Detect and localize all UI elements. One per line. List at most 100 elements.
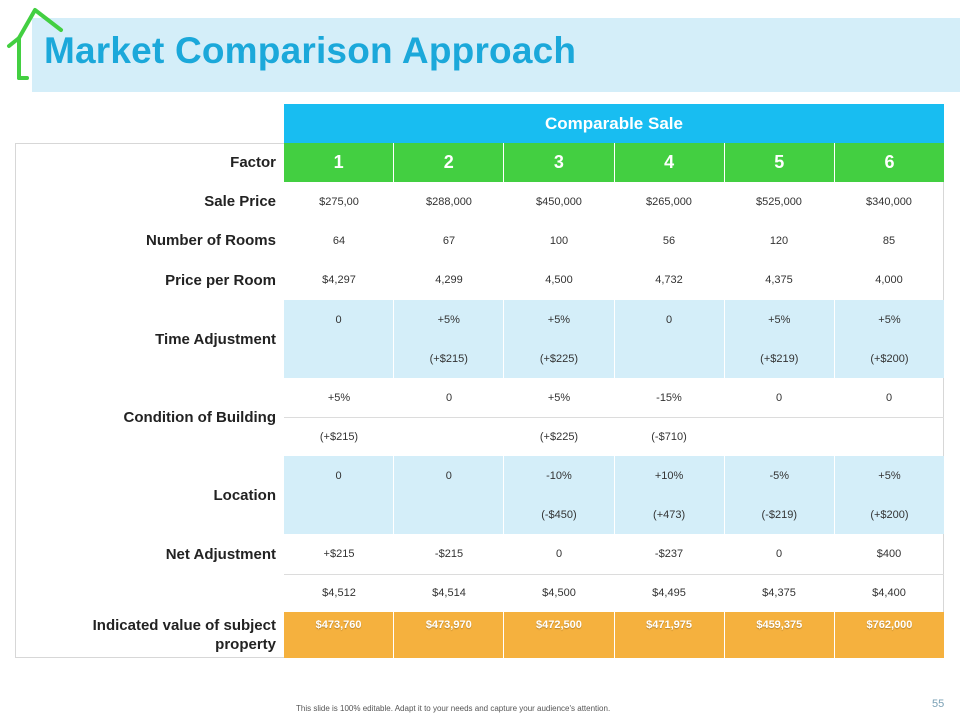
column-number: 5 xyxy=(723,143,834,182)
table-row-indicated-value: $473,760 $473,970 $472,500 $471,975 $459… xyxy=(284,612,944,658)
row-label-condition-of-building: Condition of Building xyxy=(123,408,276,426)
comparable-sale-header: Comparable Sale xyxy=(284,104,944,143)
table-row-net-adjustment: +$215 -$215 0 -$237 0 $400 xyxy=(284,534,944,575)
footer-note: This slide is 100% editable. Adapt it to… xyxy=(296,704,611,713)
row-label-factor: Factor xyxy=(230,154,276,171)
row-label-sale-price: Sale Price xyxy=(204,193,276,210)
table-cell: 4,732 xyxy=(655,274,683,286)
table-cell: $473,970 xyxy=(393,612,503,658)
table-cell: (-$219) xyxy=(723,495,834,534)
table-cell: $473,760 xyxy=(315,619,362,631)
table-cell: $288,000 xyxy=(426,195,472,208)
table-row-time-adjustment-pct: 0 +5% +5% 0 +5% +5% xyxy=(284,300,944,340)
table-cell: $4,375 xyxy=(762,587,796,599)
table-cell: $471,975 xyxy=(613,612,724,658)
table-cell: $4,495 xyxy=(652,587,686,599)
page-number: 55 xyxy=(932,698,945,710)
table-cell xyxy=(613,339,724,378)
table-cell: (+$200) xyxy=(833,495,944,534)
table-cell: $4,400 xyxy=(872,587,906,599)
table-cell: +5% xyxy=(723,300,834,339)
table-row-sale-price: $275,00 $288,000 $450,000 $265,000 $525,… xyxy=(284,182,944,221)
row-label-time-adjustment: Time Adjustment xyxy=(155,330,276,348)
table-cell: $4,514 xyxy=(432,587,466,599)
table-row-time-adjustment-amt: (+$215) (+$225) (+$219) (+$200) xyxy=(284,339,944,378)
column-number: 1 xyxy=(333,152,344,172)
table-cell: 0 xyxy=(335,469,342,482)
table-cell: 0 xyxy=(613,300,724,339)
table-cell: $762,000 xyxy=(833,612,944,658)
table-cell: $459,375 xyxy=(723,612,834,658)
column-number-row: 1 2 3 4 5 6 xyxy=(284,143,944,182)
table-cell xyxy=(393,495,503,534)
table-cell: (-$450) xyxy=(503,495,613,534)
table-cell xyxy=(284,495,393,534)
table-cell: 0 xyxy=(885,391,893,404)
table-cell: $4,512 xyxy=(322,587,356,599)
row-label-net-adjustment: Net Adjustment xyxy=(165,545,276,563)
table-cell: 0 xyxy=(555,548,563,560)
table-cell: $4,500 xyxy=(542,587,576,599)
table-cell: -5% xyxy=(723,456,834,495)
table-row-condition-amt: (+$215) (+$225) (-$710) xyxy=(284,417,944,456)
table-cell: (+473) xyxy=(613,495,724,534)
row-label-price-per-room: Price per Room xyxy=(165,271,276,289)
table-cell: 85 xyxy=(882,234,896,247)
table-row-number-of-rooms: 64 67 100 56 120 85 xyxy=(284,221,944,260)
table-cell: 56 xyxy=(662,234,676,247)
table-cell: +5% xyxy=(393,300,503,339)
table-cell: 4,000 xyxy=(875,274,903,286)
table-cell: $4,297 xyxy=(322,274,356,286)
table-cell: 64 xyxy=(332,234,346,247)
table-cell xyxy=(284,339,393,378)
table-cell: 4,299 xyxy=(435,274,463,286)
table-cell: -$237 xyxy=(654,548,684,560)
table-cell: (+$219) xyxy=(723,339,834,378)
table-cell: +5% xyxy=(327,391,351,404)
table-row-adjusted-price-per-room: $4,512 $4,514 $4,500 $4,495 $4,375 $4,40… xyxy=(284,574,944,612)
house-icon xyxy=(7,8,63,80)
table-cell: 0 xyxy=(393,456,503,495)
table-cell: +5% xyxy=(833,300,944,339)
column-number: 3 xyxy=(503,143,613,182)
table-cell: -10% xyxy=(503,456,613,495)
table-cell: +$215 xyxy=(323,548,355,560)
table-cell: $265,000 xyxy=(646,195,692,208)
table-cell: (+$225) xyxy=(539,430,579,443)
title-band xyxy=(32,18,960,92)
table-cell: +5% xyxy=(833,456,944,495)
table-cell xyxy=(394,417,504,456)
table-cell: 120 xyxy=(769,234,789,247)
table-cell: +5% xyxy=(547,391,571,404)
table-cell xyxy=(834,417,944,456)
table-cell: 0 xyxy=(775,391,783,404)
row-label-indicated-value: Indicated value of subject property xyxy=(92,617,276,653)
row-label-location: Location xyxy=(213,486,277,504)
table-cell: $275,00 xyxy=(319,195,359,208)
table-cell: 0 xyxy=(775,548,783,560)
table-cell: (+$215) xyxy=(393,339,503,378)
table-cell: $340,000 xyxy=(866,195,912,208)
table-cell: -15% xyxy=(656,391,682,404)
table-cell: 0 xyxy=(445,391,453,404)
table-cell: +5% xyxy=(503,300,613,339)
table-cell: $450,000 xyxy=(536,195,582,208)
table-row-price-per-room: $4,297 4,299 4,500 4,732 4,375 4,000 xyxy=(284,260,944,300)
table-row-location-amt: (-$450) (+473) (-$219) (+$200) xyxy=(284,495,944,534)
table-cell: 100 xyxy=(549,234,569,247)
row-label-number-of-rooms: Number of Rooms xyxy=(145,232,276,249)
table-cell: (+$200) xyxy=(833,339,944,378)
table-cell: 0 xyxy=(335,313,342,326)
table-cell: (+$215) xyxy=(319,430,359,443)
table-cell: (+$225) xyxy=(503,339,613,378)
table-row-location-pct: 0 0 -10% +10% -5% +5% xyxy=(284,456,944,496)
table-cell: 4,375 xyxy=(765,274,793,286)
table-cell: +10% xyxy=(613,456,724,495)
table-cell: $400 xyxy=(876,548,902,560)
column-number: 4 xyxy=(613,143,724,182)
table-cell: (-$710) xyxy=(651,430,687,443)
column-number: 2 xyxy=(393,143,503,182)
table-row-condition-pct: +5% 0 +5% -15% 0 0 xyxy=(284,378,944,418)
table-cell: 4,500 xyxy=(545,274,573,286)
table-cell: $525,000 xyxy=(756,195,802,208)
